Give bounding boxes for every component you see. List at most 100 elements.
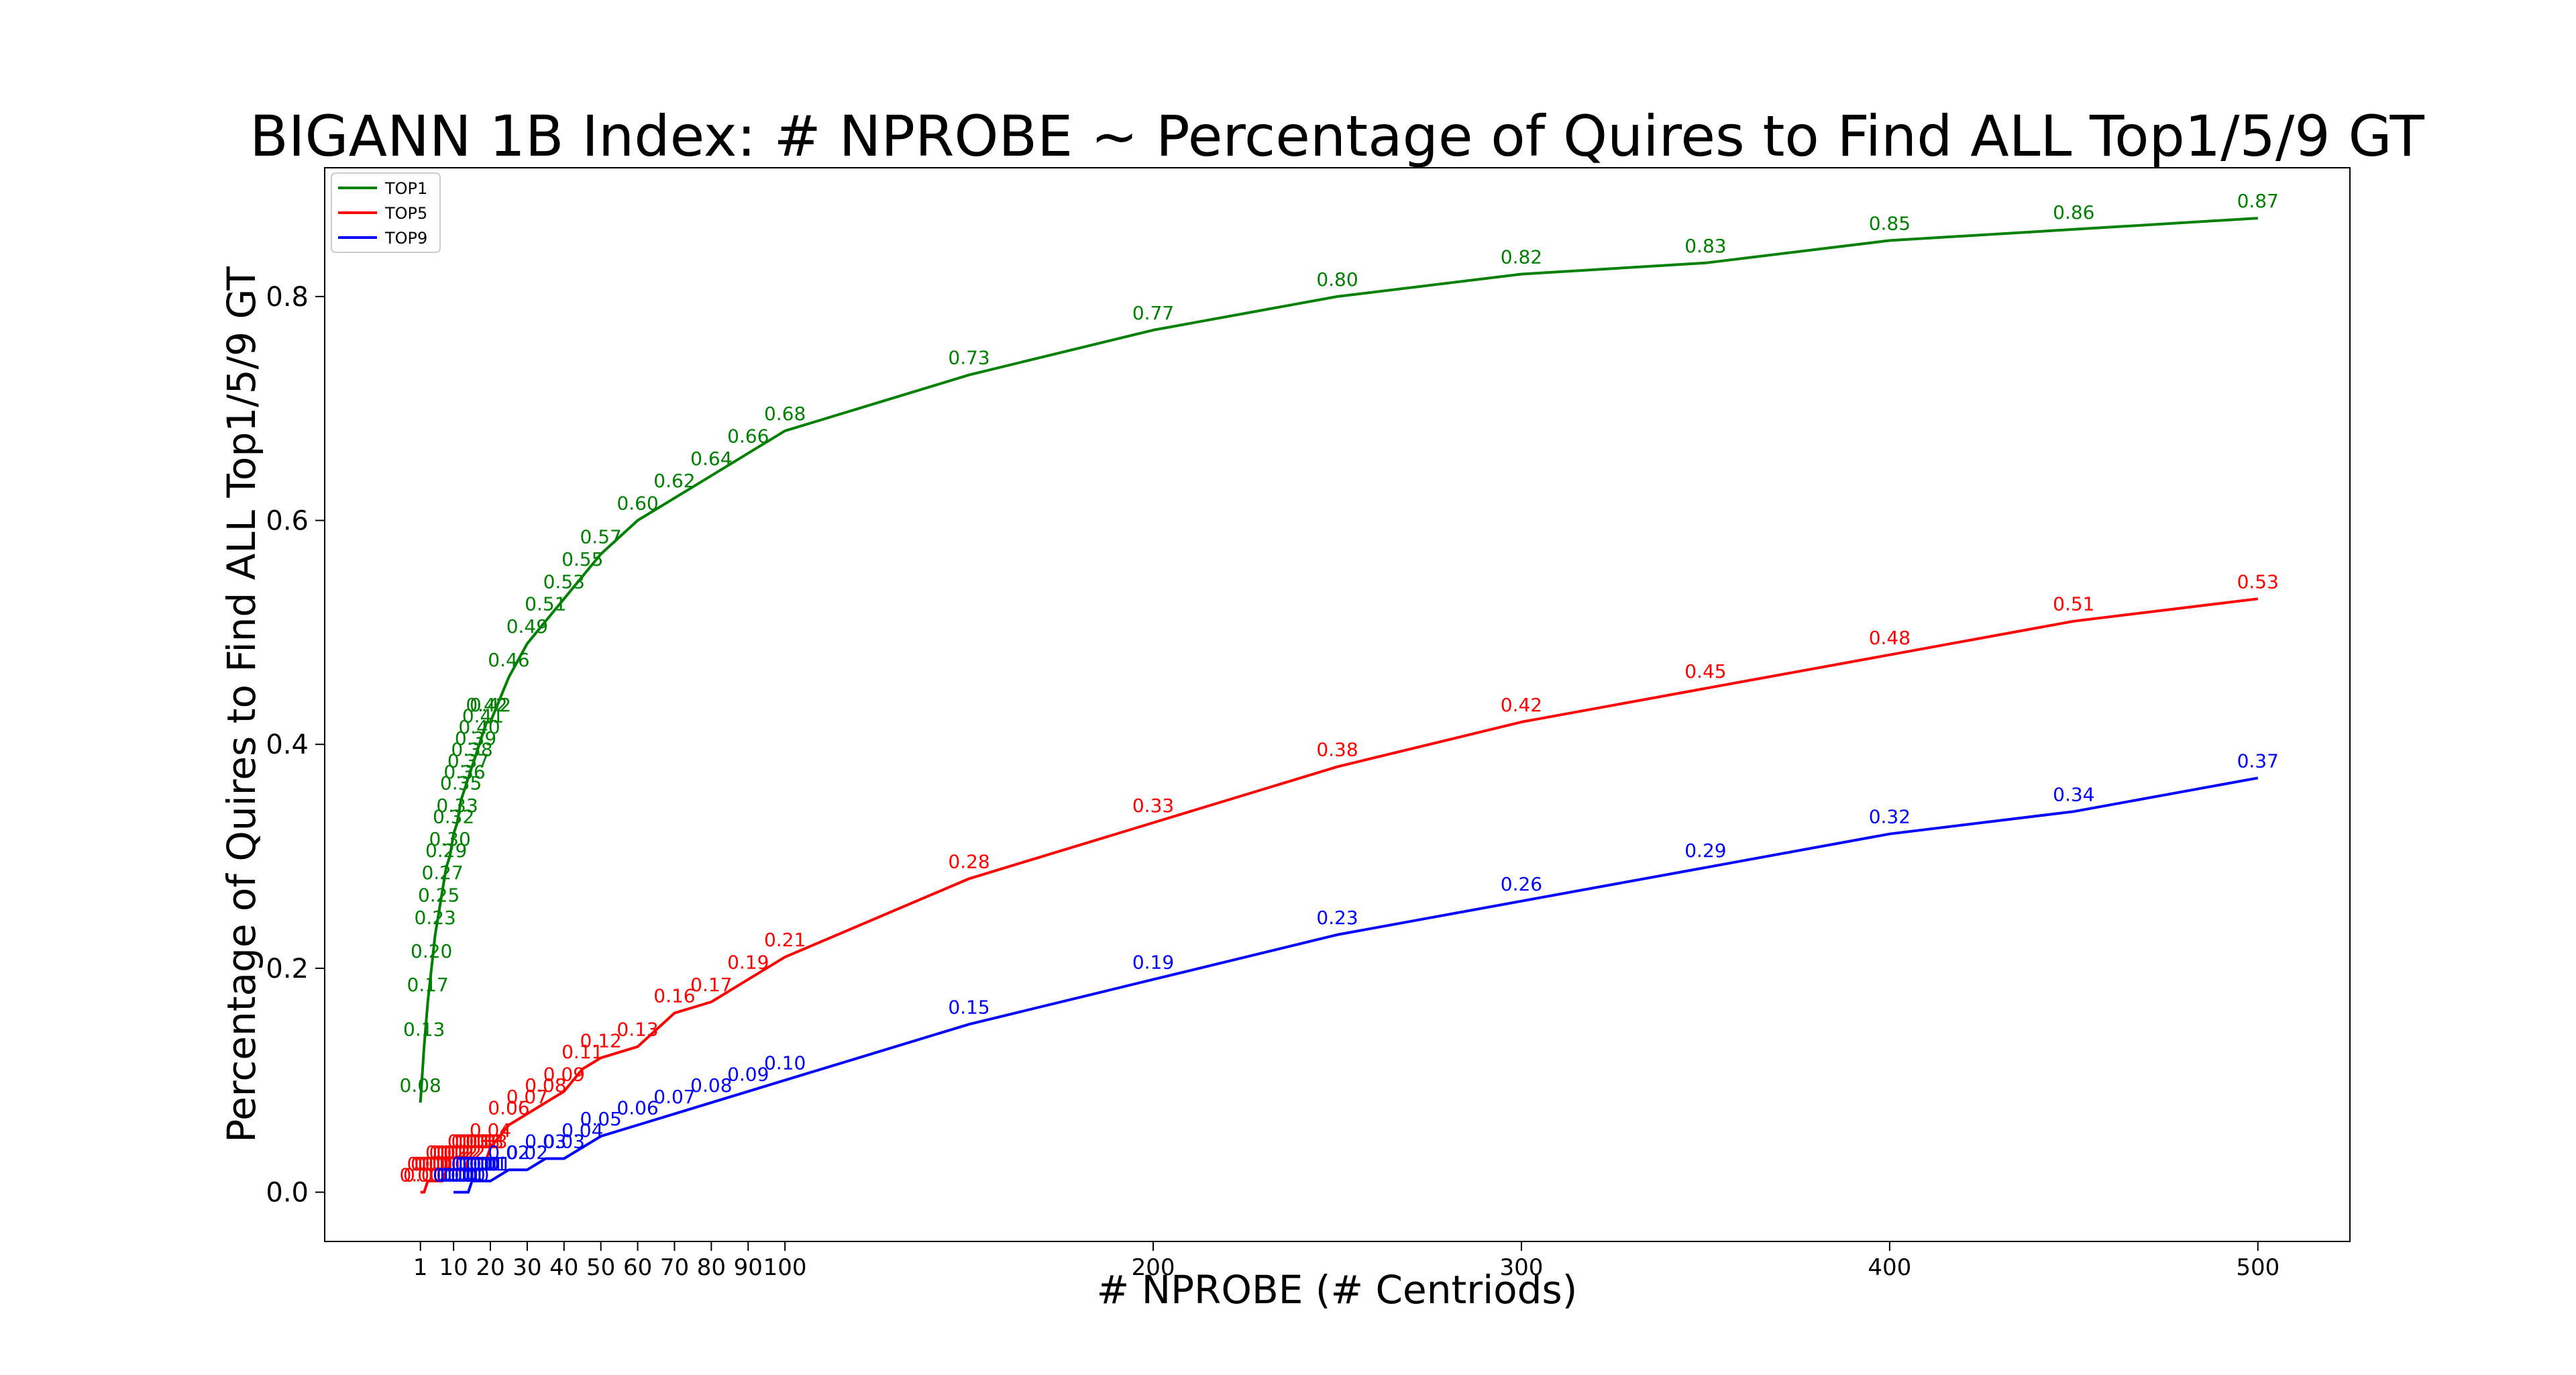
- data-label: 0.03: [451, 1131, 492, 1153]
- x-tick-label: 80: [697, 1254, 726, 1281]
- data-label: 0.15: [948, 996, 989, 1018]
- data-label: 0.02: [429, 1141, 470, 1164]
- data-label: 0.04: [561, 1119, 603, 1141]
- data-label: 0.19: [1132, 952, 1174, 974]
- data-label: 0.82: [1501, 246, 1542, 268]
- data-label: 0.32: [433, 806, 474, 828]
- data-label: 0.68: [764, 403, 806, 425]
- data-label: 0.04: [470, 1119, 511, 1141]
- data-label: 0.01: [458, 1153, 500, 1175]
- data-label: 0.00: [440, 1164, 482, 1186]
- data-label: 0.13: [403, 1019, 445, 1041]
- data-label: 0.53: [543, 570, 585, 593]
- data-label: 0.02: [425, 1141, 467, 1164]
- data-label: 0.03: [462, 1131, 504, 1153]
- data-label: 0.05: [580, 1108, 622, 1130]
- data-label: 0.01: [451, 1153, 492, 1175]
- y-tick-label: 0.8: [266, 282, 309, 313]
- legend: TOP1 TOP5 TOP9: [331, 172, 441, 253]
- data-label: 0.38: [1316, 739, 1358, 761]
- data-label: 0.02: [433, 1141, 474, 1164]
- data-label: 0.29: [425, 839, 467, 862]
- x-axis: 1 10 20 30 40 50 60 70 80 90 100 200 300 400 500: [413, 1241, 2279, 1281]
- data-label: 0.60: [616, 493, 658, 515]
- data-label: 0.01: [415, 1153, 456, 1175]
- data-label: 0.19: [727, 952, 769, 974]
- data-label: 0.08: [525, 1074, 566, 1097]
- legend-label: TOP1: [384, 179, 427, 198]
- data-label: 0.66: [727, 425, 769, 447]
- data-label: 0.35: [440, 772, 482, 795]
- data-label: 0.03: [447, 1131, 489, 1153]
- data-label: 0.77: [1132, 302, 1174, 324]
- data-label: 0.00: [443, 1164, 485, 1186]
- data-label: 0.00: [447, 1164, 489, 1186]
- x-tick-label: 90: [734, 1254, 763, 1281]
- data-label: 0.49: [506, 615, 548, 638]
- data-label: 0.51: [525, 593, 566, 615]
- data-label: 0.02: [488, 1141, 529, 1164]
- y-axis-label: Percentage of Quires to Find ALL Top1/5/…: [219, 266, 264, 1143]
- data-label: 0.01: [411, 1153, 452, 1175]
- data-label: 0.37: [447, 750, 489, 772]
- data-label: 0.30: [429, 828, 470, 850]
- data-label: 0.42: [470, 694, 511, 716]
- data-label: 0.13: [616, 1019, 658, 1041]
- data-label: 0.03: [525, 1131, 566, 1153]
- x-tick-label: 500: [2236, 1254, 2279, 1281]
- x-tick-label: 300: [1500, 1254, 1544, 1281]
- data-label: 0.07: [506, 1086, 548, 1108]
- x-tick-label: 30: [513, 1254, 541, 1281]
- data-label: 0.16: [653, 985, 695, 1007]
- data-label: 0.46: [488, 649, 529, 671]
- plot-frame: [324, 167, 2351, 1242]
- data-label: 0.45: [1684, 660, 1726, 682]
- x-tick-label: 1: [413, 1254, 428, 1281]
- data-label: 0.06: [616, 1097, 658, 1119]
- data-label: 0.01: [418, 1153, 460, 1175]
- y-axis: 0.0 0.2 0.4 0.6 0.8: [266, 282, 325, 1209]
- data-label: 0.08: [690, 1074, 732, 1097]
- y-tick-label: 0.4: [266, 729, 309, 760]
- data-label: 0.17: [690, 974, 732, 996]
- data-label: 0.42: [1501, 694, 1542, 716]
- data-label: 0.85: [1869, 212, 1911, 234]
- series-line-top9: [453, 776, 2259, 1194]
- legend-label: TOP5: [384, 204, 427, 223]
- data-label: 0.01: [421, 1153, 463, 1175]
- data-label: 0.26: [1501, 873, 1542, 895]
- data-label: 0.09: [727, 1063, 769, 1085]
- x-tick-label: 200: [1132, 1254, 1175, 1281]
- data-label: 0.38: [451, 739, 492, 761]
- data-label: 0.00: [403, 1164, 445, 1186]
- data-label: 0.06: [488, 1097, 529, 1119]
- data-label: 0.00: [400, 1164, 441, 1186]
- data-label: 0.51: [2053, 593, 2094, 615]
- data-label: 0.40: [458, 716, 500, 738]
- x-tick-label: 60: [623, 1254, 652, 1281]
- data-label: 0.02: [436, 1141, 478, 1164]
- data-label: 0.03: [455, 1131, 496, 1153]
- data-label: 0.33: [436, 795, 478, 817]
- data-label: 0.33: [1132, 795, 1174, 817]
- data-label: 0.57: [580, 526, 622, 548]
- data-label: 0.55: [561, 548, 603, 570]
- data-label: 0.01: [470, 1153, 511, 1175]
- x-tick-label: 100: [763, 1254, 807, 1281]
- series-line-top5: [420, 597, 2259, 1194]
- x-tick-label: 40: [549, 1254, 578, 1281]
- data-label: 0.42: [466, 694, 507, 716]
- data-label: 0.86: [2053, 201, 2094, 223]
- data-label: 0.00: [433, 1164, 474, 1186]
- data-label: 0.41: [462, 705, 504, 727]
- data-label: 0.23: [415, 907, 456, 929]
- data-label: 0.02: [440, 1141, 482, 1164]
- data-label: 0.29: [1684, 839, 1726, 862]
- data-label: 0.64: [690, 448, 732, 470]
- x-axis-label: # NPROBE (# Centriods): [1097, 1267, 1578, 1313]
- data-label: 0.87: [2237, 190, 2279, 212]
- data-label: 0.01: [407, 1153, 449, 1175]
- data-label: 0.11: [561, 1041, 603, 1063]
- data-label: 0.80: [1316, 268, 1358, 291]
